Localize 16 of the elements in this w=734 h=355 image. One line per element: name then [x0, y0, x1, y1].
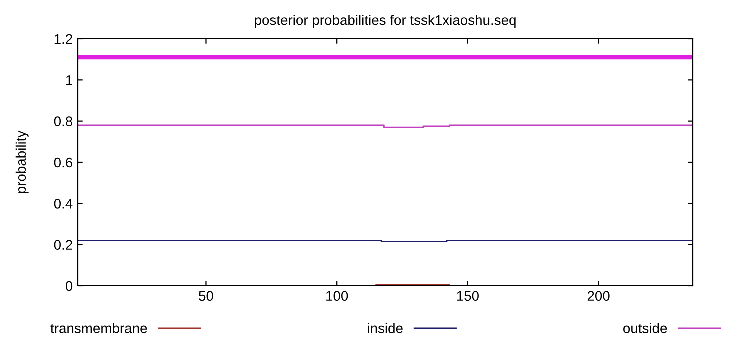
x-tick-label: 50	[199, 291, 214, 302]
x-tick-label: 200	[588, 291, 610, 302]
y-tick-label: 0.2	[54, 240, 72, 250]
y-tick-label: 1.2	[54, 34, 72, 44]
legend-label: transmembrane	[50, 323, 148, 334]
y-axis-title: probability	[16, 130, 29, 194]
chart-title: posterior probabilities for tssk1xiaoshu.seq	[255, 15, 516, 28]
y-tick-label: 0.8	[54, 116, 73, 127]
x-tick-label: 100	[326, 291, 348, 302]
legend-label: inside	[368, 323, 403, 334]
y-tick-label: 0.6	[54, 158, 73, 168]
y-tick-label: 0.4	[54, 199, 73, 209]
legend-label: outside	[624, 323, 668, 334]
y-tick-label: 0	[66, 281, 73, 292]
y-tick-label: 1	[66, 76, 72, 86]
x-tick-label: 150	[457, 291, 479, 302]
